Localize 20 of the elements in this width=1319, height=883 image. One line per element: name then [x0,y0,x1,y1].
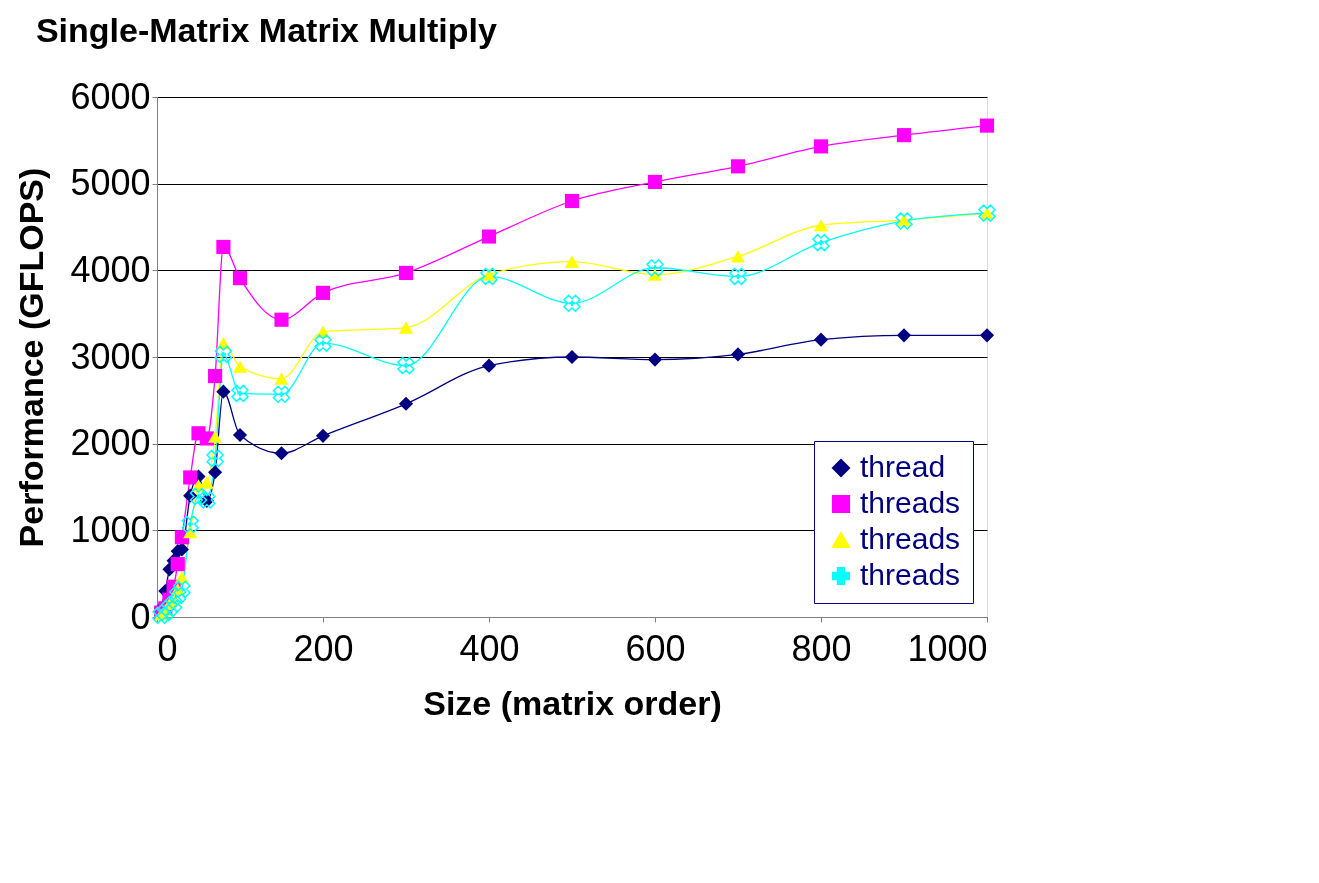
y-tick-label: 0 [130,595,151,637]
y-tick-label: 5000 [70,162,151,204]
x-tick-label: 1000 [907,627,988,669]
x-tick-label: 200 [293,627,354,669]
legend-label: thread [860,450,946,483]
legend-label: threads [860,558,961,591]
x-axis-title: Size (matrix order) [423,683,722,722]
legend-label: threads [860,522,961,555]
y-tick-label: 2000 [70,422,151,464]
x-tick-label: 400 [459,627,520,669]
y-axis-title: Performance (GFLOPS) [12,167,51,548]
x-tick-label: 0 [157,627,178,669]
chart-title: Single-Matrix Matrix Multiply [35,11,497,49]
y-tick-label: 1000 [70,508,151,550]
legend-label: threads [860,486,961,519]
y-tick-label: 4000 [70,248,151,290]
y-tick-label: 3000 [70,335,151,377]
x-tick-label: 600 [625,627,686,669]
x-tick-label: 800 [791,627,852,669]
y-tick-label: 6000 [70,75,151,117]
